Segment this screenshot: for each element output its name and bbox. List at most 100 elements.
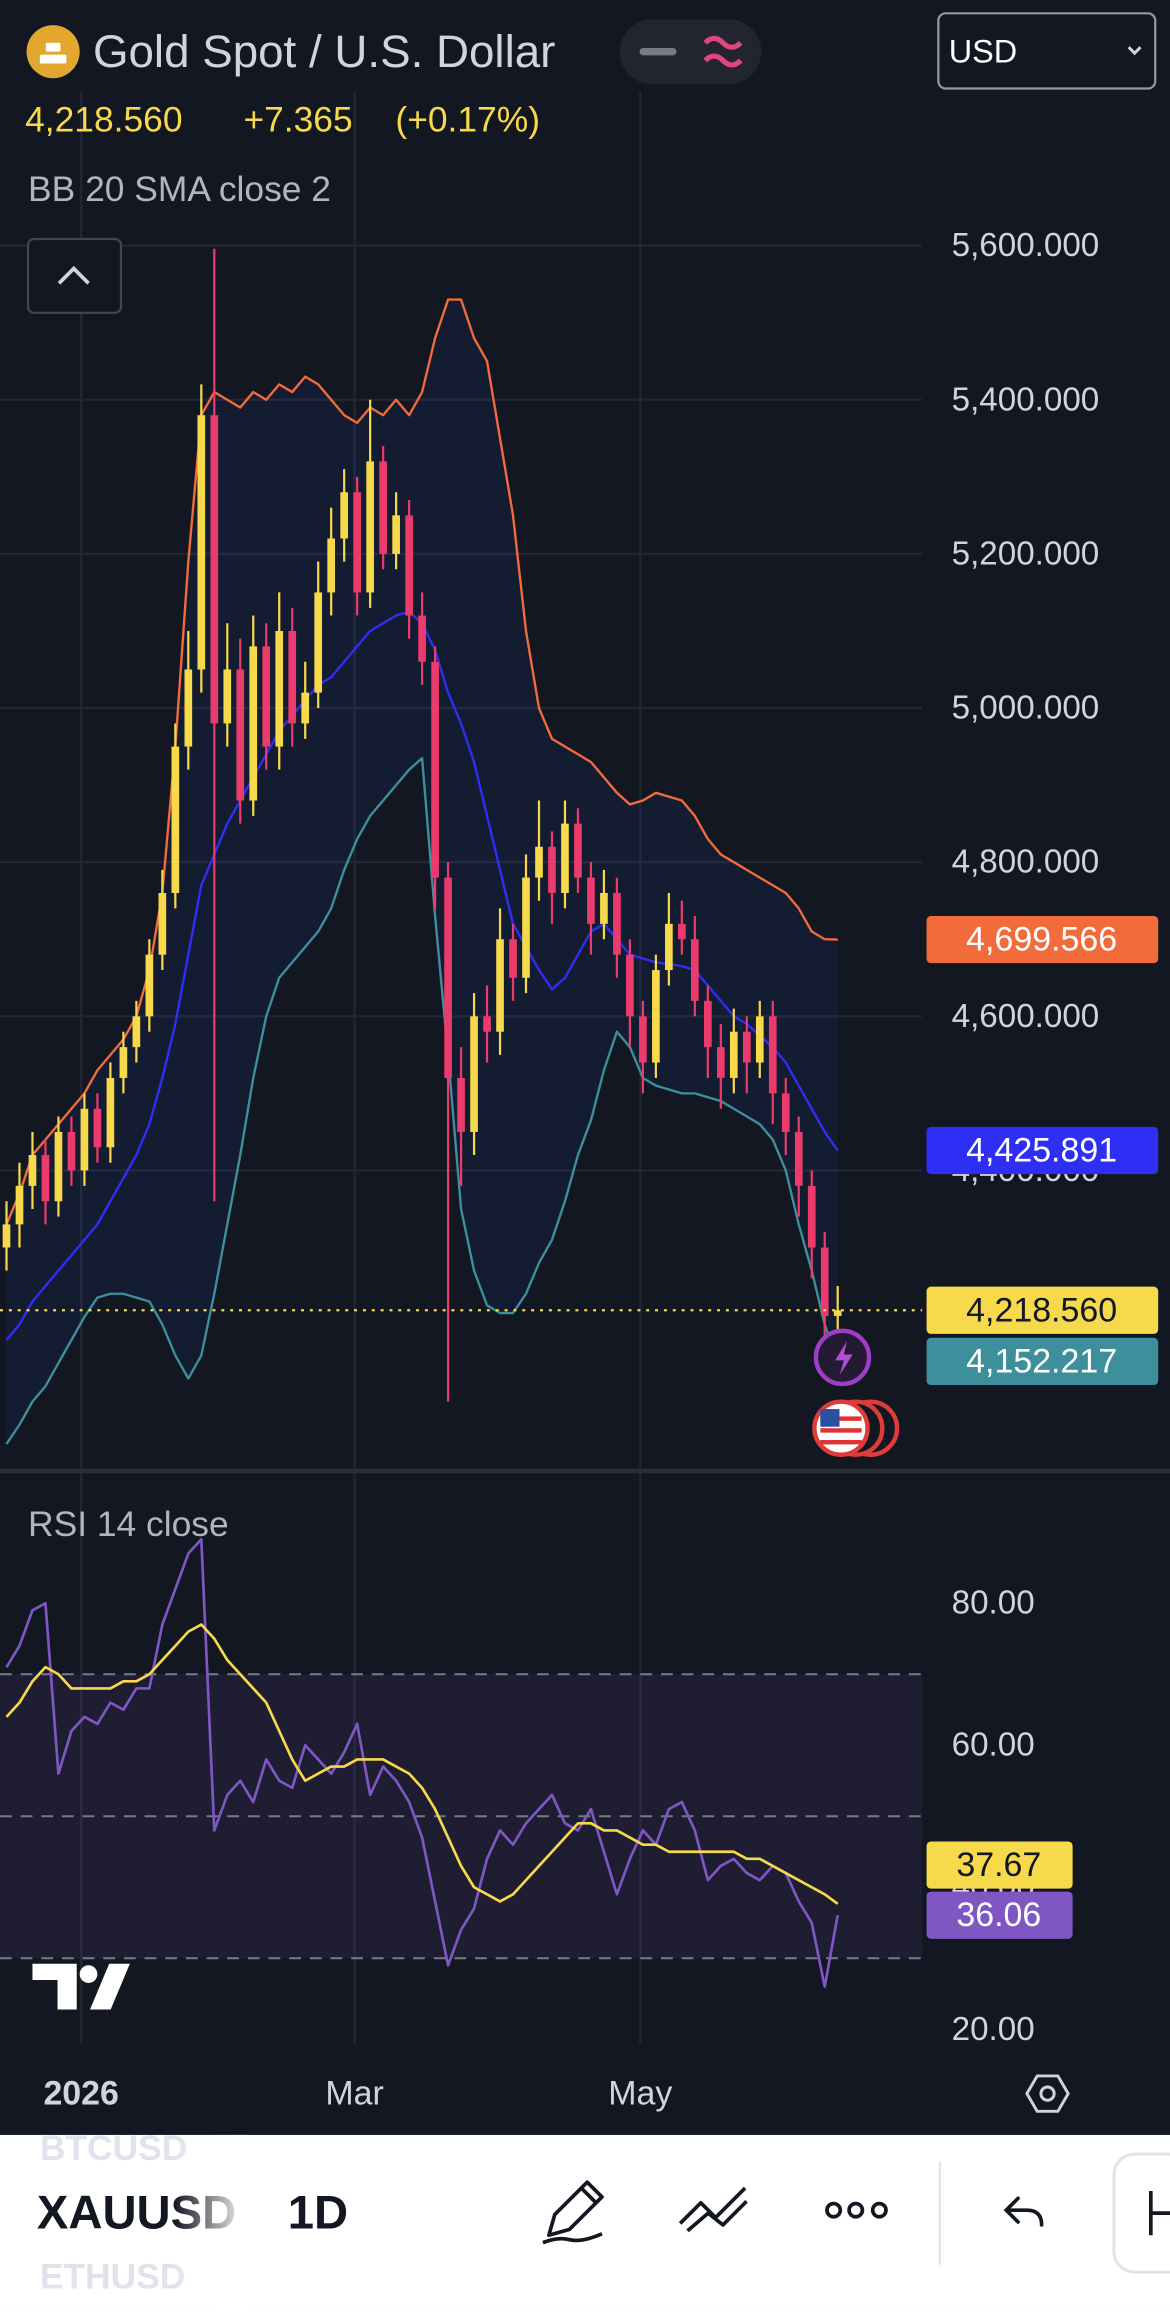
candle-body: [768, 1016, 777, 1094]
band-line: [5, 756, 839, 1445]
y-tick-label: 5,000.000: [952, 690, 1100, 727]
candle-body: [522, 877, 530, 978]
candle-body: [67, 1131, 76, 1171]
price-change: +7.365: [243, 100, 352, 140]
interval[interactable]: 1D: [288, 2187, 348, 2240]
candle-body: [184, 669, 193, 747]
candle-body: [742, 1031, 751, 1063]
candle-body: [15, 1185, 24, 1225]
currency-select[interactable]: [937, 12, 1157, 90]
symbol-title[interactable]: Gold Spot / U.S. Dollar: [93, 26, 555, 77]
candle-body: [600, 892, 608, 924]
y-tick-label: 5,400.000: [952, 381, 1100, 418]
price-tag-label: 4,218.560: [966, 1291, 1117, 1329]
candle-body: [2, 1224, 11, 1248]
candle-body: [171, 746, 180, 893]
candle-body: [587, 877, 595, 924]
price-tag: [926, 1337, 1159, 1386]
candle-body: [301, 692, 310, 724]
candle-body: [729, 1031, 738, 1078]
toggle[interactable]: [619, 19, 762, 85]
y-tick-label: 80.00: [952, 1585, 1035, 1622]
rsi-tag: [926, 1841, 1073, 1889]
candle-body: [833, 1310, 842, 1316]
candle-body: [548, 846, 556, 893]
candle-body: [794, 1131, 803, 1186]
candle-body: [418, 615, 426, 662]
candle-body: [639, 1016, 647, 1063]
candle-body: [755, 1016, 764, 1063]
candle-body: [691, 939, 699, 1001]
candle-body: [106, 1077, 115, 1148]
header-bg: [0, 0, 923, 89]
candle-body: [379, 461, 387, 554]
candle-body: [483, 1016, 491, 1032]
candle-body: [210, 415, 219, 724]
band-line: [5, 298, 838, 1225]
candle-body: [236, 669, 245, 801]
more-tools[interactable]: [1112, 2152, 1170, 2274]
rsi-line: [5, 1623, 839, 1905]
candle-body: [405, 515, 413, 616]
prev-symbol[interactable]: BTCUSD: [40, 2128, 187, 2168]
price-change-pct: (+0.17%): [395, 100, 540, 140]
collapse-button[interactable]: [26, 237, 123, 314]
candle-body: [145, 954, 154, 1017]
candle-body: [158, 892, 167, 955]
candle-body: [54, 1131, 63, 1202]
draw-icon[interactable]: [542, 2180, 604, 2245]
plot: [0, 248, 923, 1988]
indicator-legend: BB 20 SMA close 2: [28, 169, 331, 209]
candle-body: [366, 461, 374, 593]
event-icons[interactable]: [812, 1328, 900, 1457]
candle-body: [561, 823, 569, 893]
candle-body: [392, 515, 400, 554]
candle-body: [820, 1247, 829, 1316]
y-tick-label: 4,800.000: [952, 844, 1100, 881]
candle-body: [431, 661, 439, 878]
candle-body: [119, 1047, 128, 1078]
y-tick-label: 20.00: [952, 2011, 1035, 2048]
y-tick-label: 4,600.000: [952, 998, 1100, 1035]
candle-body: [41, 1155, 50, 1202]
candle-body: [678, 923, 686, 940]
rsi-tag: [926, 1891, 1073, 1939]
price-tag: [926, 1286, 1159, 1334]
candle-body: [781, 1093, 790, 1132]
price-tag-label: 4,425.891: [966, 1131, 1117, 1169]
candle-body: [444, 877, 452, 1078]
symbol-icon: [26, 25, 80, 79]
trend-icon[interactable]: [678, 2186, 748, 2233]
candle-body: [716, 1047, 725, 1078]
candle-body: [652, 970, 660, 1063]
last-price: 4,218.560: [25, 100, 182, 140]
candle-body: [132, 1016, 141, 1048]
logo: [32, 1963, 130, 2010]
price-tag: [926, 915, 1159, 964]
next-symbol[interactable]: ETHUSD: [40, 2257, 186, 2297]
candle-body: [28, 1155, 37, 1186]
y-tick-label: 5,200.000: [952, 535, 1100, 572]
y-tick-label: 60.00: [952, 1727, 1035, 1764]
x-tick-label: 2026: [43, 2075, 118, 2113]
candle-body: [340, 492, 349, 539]
undo-icon[interactable]: [1003, 2196, 1044, 2227]
candle-body: [613, 892, 621, 955]
candle-body: [93, 1108, 102, 1148]
currency[interactable]: USD: [949, 34, 1018, 70]
grid: [0, 91, 1170, 2044]
candle-body: [80, 1108, 89, 1171]
candle-body: [496, 939, 504, 1032]
x-tick-label: May: [608, 2075, 672, 2113]
candle-body: [275, 630, 284, 747]
candle-body: [574, 823, 582, 878]
price-tag: [926, 1126, 1159, 1175]
candle-body: [262, 646, 271, 747]
settings-icon[interactable]: [1025, 2074, 1070, 2113]
price-tag-label: 4,152.217: [966, 1342, 1117, 1380]
more-icon[interactable]: [825, 2201, 888, 2219]
symbol-fade: [174, 2134, 248, 2312]
candle-body: [457, 1077, 465, 1132]
candle-body: [197, 415, 206, 670]
